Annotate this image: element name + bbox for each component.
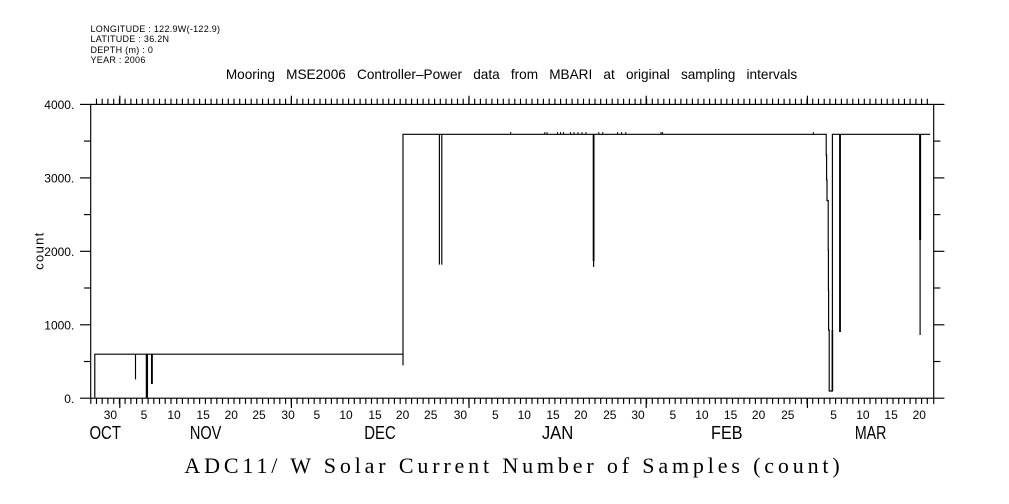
svg-text:15: 15 bbox=[724, 408, 738, 422]
svg-text:JAN: JAN bbox=[542, 423, 574, 443]
svg-text:25: 25 bbox=[424, 408, 438, 422]
svg-text:count: count bbox=[32, 231, 47, 269]
svg-text:FEB: FEB bbox=[711, 423, 743, 443]
svg-text:15: 15 bbox=[196, 408, 210, 422]
svg-text:DEC: DEC bbox=[364, 423, 396, 443]
svg-text:25: 25 bbox=[603, 408, 617, 422]
svg-text:30: 30 bbox=[454, 408, 468, 422]
svg-text:OCT: OCT bbox=[89, 423, 121, 443]
svg-text:10: 10 bbox=[518, 408, 532, 422]
svg-text:5: 5 bbox=[141, 408, 148, 422]
svg-text:20: 20 bbox=[396, 408, 410, 422]
svg-text:15: 15 bbox=[546, 408, 560, 422]
svg-text:15: 15 bbox=[368, 408, 382, 422]
svg-text:10: 10 bbox=[695, 408, 709, 422]
svg-text:25: 25 bbox=[781, 408, 795, 422]
svg-text:10: 10 bbox=[856, 408, 870, 422]
svg-text:15: 15 bbox=[884, 408, 898, 422]
svg-text:5: 5 bbox=[670, 408, 677, 422]
svg-text:30: 30 bbox=[104, 408, 118, 422]
svg-text:30: 30 bbox=[631, 408, 645, 422]
svg-text:5: 5 bbox=[314, 408, 321, 422]
svg-text:0.: 0. bbox=[64, 392, 74, 406]
svg-text:2000.: 2000. bbox=[44, 245, 74, 259]
svg-text:20: 20 bbox=[574, 408, 588, 422]
svg-text:5: 5 bbox=[492, 408, 499, 422]
svg-text:4000.: 4000. bbox=[44, 98, 74, 112]
svg-text:20: 20 bbox=[225, 408, 239, 422]
svg-text:25: 25 bbox=[252, 408, 266, 422]
svg-text:MAR: MAR bbox=[855, 423, 887, 443]
svg-text:30: 30 bbox=[281, 408, 295, 422]
svg-text:NOV: NOV bbox=[190, 423, 222, 443]
svg-text:5: 5 bbox=[830, 408, 837, 422]
svg-text:3000.: 3000. bbox=[44, 172, 74, 186]
svg-text:10: 10 bbox=[167, 408, 181, 422]
svg-text:20: 20 bbox=[913, 408, 927, 422]
svg-text:20: 20 bbox=[752, 408, 766, 422]
svg-text:1000.: 1000. bbox=[44, 318, 74, 332]
svg-text:10: 10 bbox=[339, 408, 353, 422]
